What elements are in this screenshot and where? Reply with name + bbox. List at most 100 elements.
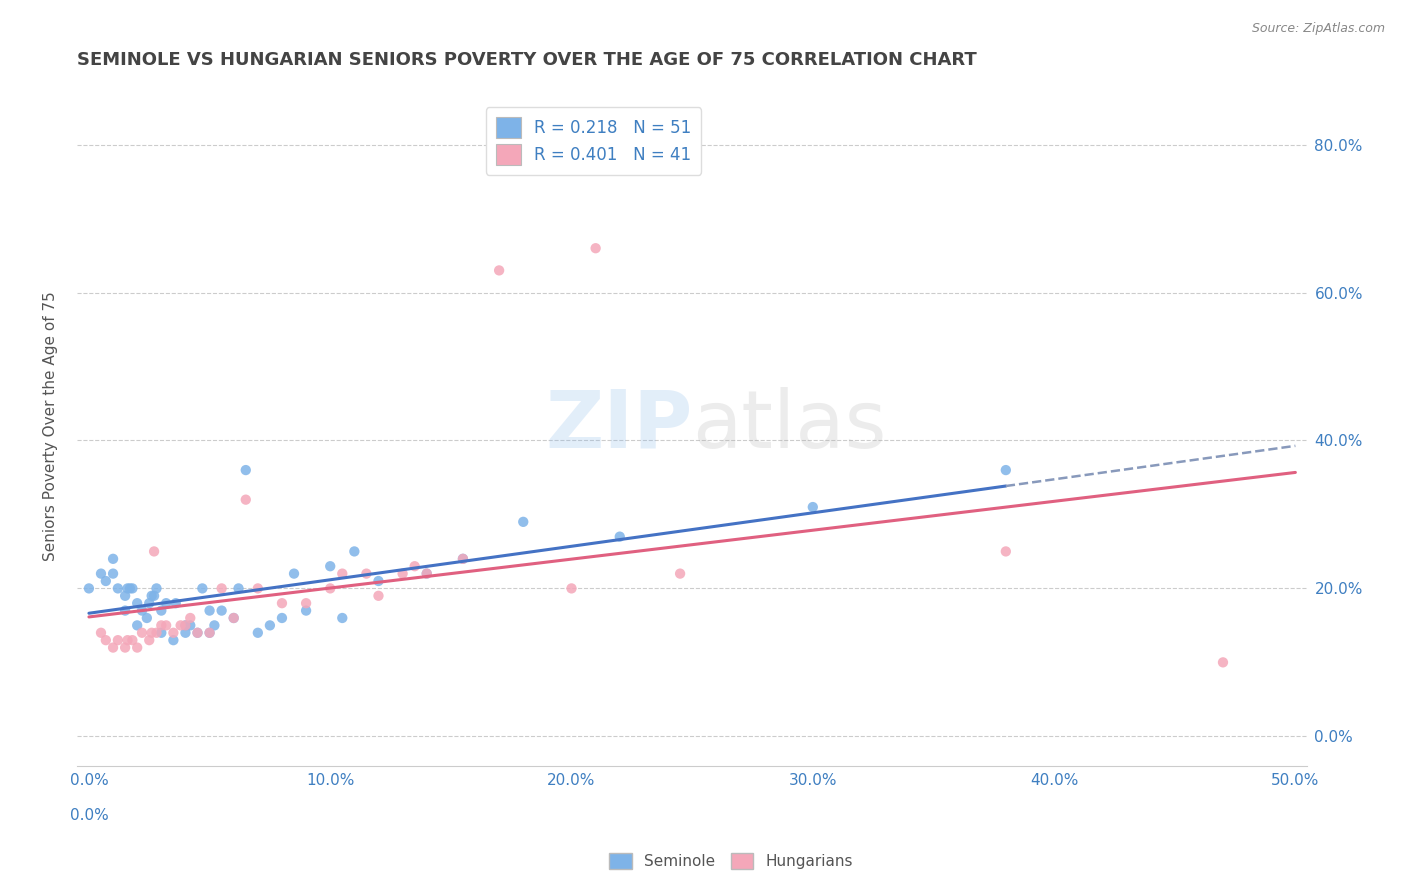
Point (138, 633, 160, 648)
Point (585, 241, 607, 255)
Point (131, 625, 153, 640)
Point (356, 566, 378, 581)
Point (259, 618, 281, 632)
Point (222, 611, 245, 625)
Text: 0.0%: 0.0% (69, 808, 108, 823)
Point (150, 625, 173, 640)
Y-axis label: Seniors Poverty Over the Age of 75: Seniors Poverty Over the Age of 75 (44, 291, 58, 560)
Point (246, 582, 269, 596)
Text: SEMINOLE VS HUNGARIAN SENIORS POVERTY OVER THE AGE OF 75 CORRELATION CHART: SEMINOLE VS HUNGARIAN SENIORS POVERTY OV… (77, 51, 977, 69)
Point (994, 544, 1017, 558)
Point (283, 566, 305, 581)
Text: Source: ZipAtlas.com: Source: ZipAtlas.com (1251, 22, 1385, 36)
Point (246, 625, 269, 640)
Point (121, 582, 143, 596)
Legend: R = 0.218   N = 51, R = 0.401   N = 41: R = 0.218 N = 51, R = 0.401 N = 41 (486, 107, 702, 175)
Point (801, 500, 824, 514)
Point (114, 604, 136, 618)
Point (174, 618, 197, 632)
Point (179, 611, 201, 625)
Point (169, 618, 191, 632)
Point (135, 611, 157, 625)
Point (609, 530, 631, 544)
Point (107, 582, 129, 596)
Point (101, 566, 124, 581)
Point (121, 633, 143, 648)
Point (114, 640, 136, 655)
Point (488, 263, 510, 277)
Point (94, 633, 117, 648)
Point (367, 574, 389, 588)
Point (145, 582, 167, 596)
Text: ZIP: ZIP (546, 387, 692, 465)
Point (222, 611, 245, 625)
Point (669, 566, 692, 581)
Point (451, 551, 474, 566)
Point (211, 604, 233, 618)
Point (451, 551, 474, 566)
Point (107, 633, 129, 648)
Point (228, 582, 250, 596)
Point (198, 604, 221, 618)
Point (143, 544, 166, 558)
Point (367, 589, 389, 603)
Point (155, 596, 177, 610)
Point (138, 596, 160, 610)
Point (271, 611, 294, 625)
Point (77, 582, 100, 596)
Point (117, 582, 139, 596)
Point (117, 633, 139, 648)
Point (235, 463, 257, 477)
Point (90, 566, 112, 581)
Point (186, 625, 208, 640)
Point (174, 618, 197, 632)
Point (127, 618, 149, 632)
Point (155, 618, 177, 632)
Point (179, 618, 201, 632)
Point (162, 625, 184, 640)
Point (560, 582, 582, 596)
Point (416, 566, 439, 581)
Point (143, 589, 166, 603)
Point (202, 618, 225, 632)
Point (141, 625, 163, 640)
Point (165, 596, 187, 610)
Point (271, 596, 294, 610)
Text: atlas: atlas (692, 387, 887, 465)
Point (994, 463, 1017, 477)
Point (94, 574, 117, 588)
Point (127, 596, 149, 610)
Point (150, 604, 173, 618)
Point (114, 589, 136, 603)
Point (101, 551, 124, 566)
Point (145, 625, 167, 640)
Point (1212, 656, 1234, 670)
Point (90, 625, 112, 640)
Point (330, 566, 353, 581)
Point (141, 589, 163, 603)
Point (150, 618, 173, 632)
Point (198, 625, 221, 640)
Point (186, 625, 208, 640)
Point (343, 544, 366, 558)
Point (127, 640, 149, 655)
Point (118, 582, 141, 596)
Point (391, 566, 413, 581)
Point (295, 604, 318, 618)
Legend: Seminole, Hungarians: Seminole, Hungarians (603, 847, 859, 875)
Point (319, 559, 342, 574)
Point (191, 582, 214, 596)
Point (211, 582, 233, 596)
Point (330, 611, 353, 625)
Point (101, 640, 124, 655)
Point (416, 566, 439, 581)
Point (295, 596, 318, 610)
Point (174, 625, 197, 640)
Point (512, 515, 534, 529)
Point (198, 625, 221, 640)
Point (235, 492, 257, 507)
Point (319, 582, 342, 596)
Point (404, 559, 426, 574)
Point (131, 604, 153, 618)
Point (162, 633, 184, 648)
